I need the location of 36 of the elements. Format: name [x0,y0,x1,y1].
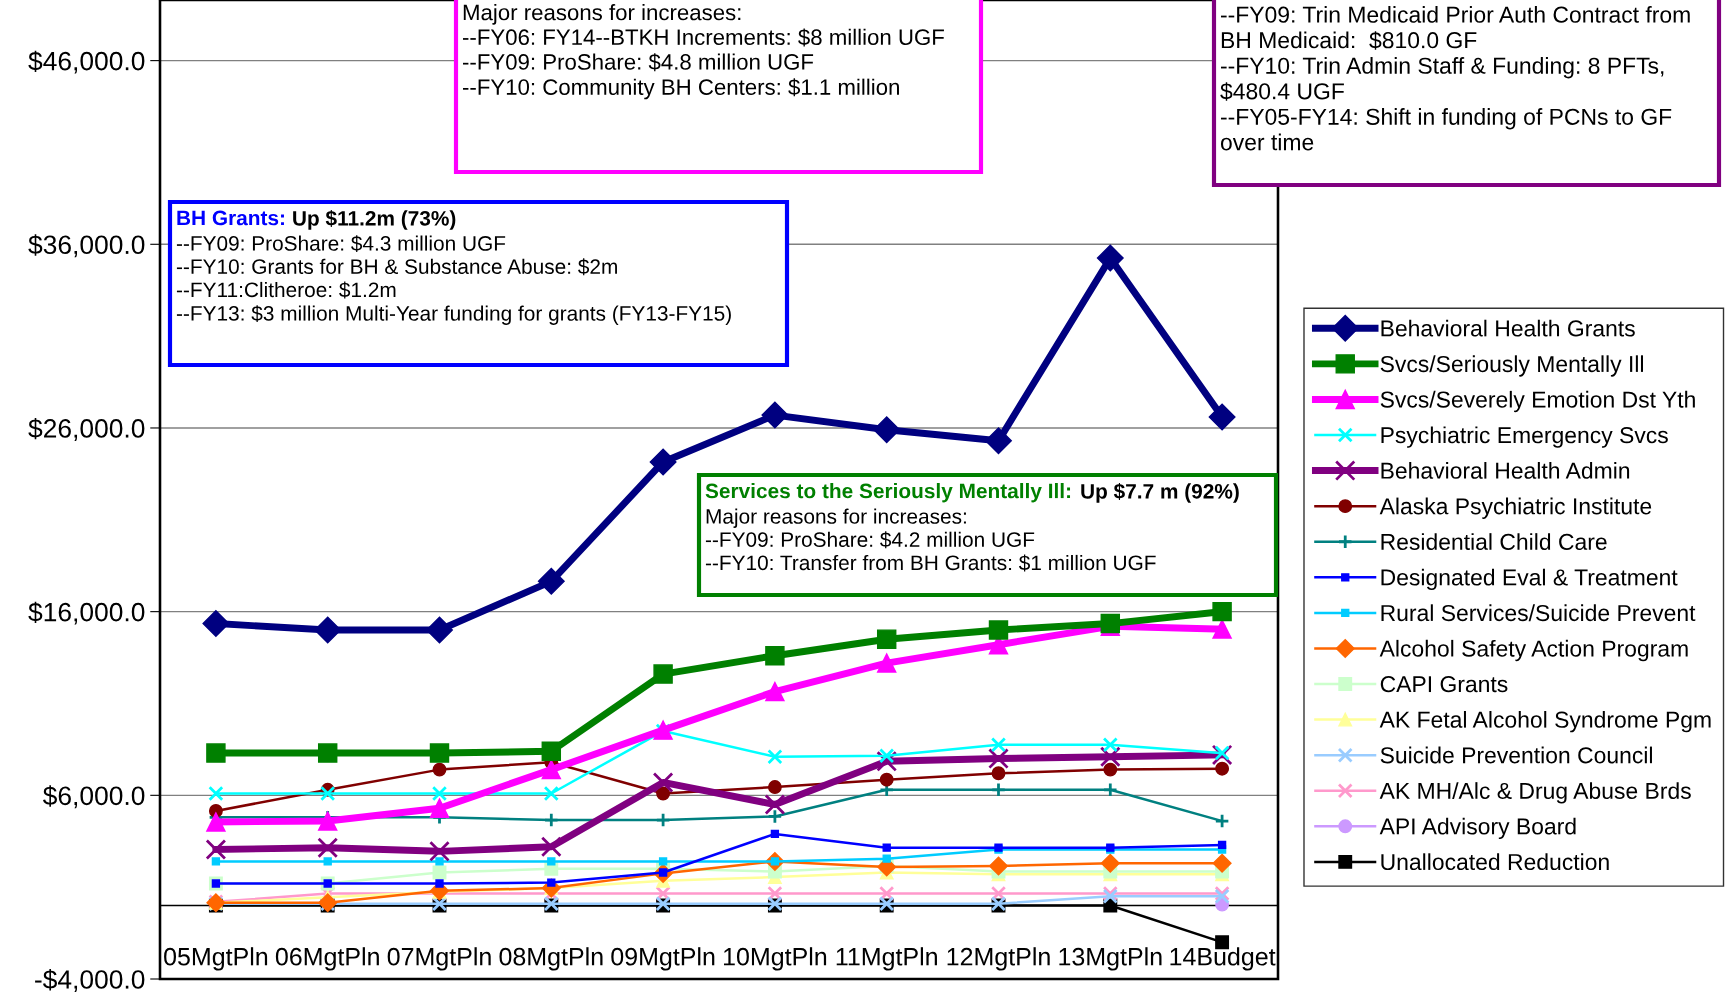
legend-label: Residential Child Care [1381,533,1607,550]
x-tick-label: 08MgtPln [499,947,603,971]
y-tick-label: $16,000.0 [28,601,145,625]
annotation: --FY09: Trin Medicaid Prior Auth Contract from BH Medicaid: $810.0 GF --FY10: Trin Admin Staff & Funding: 8 PFTs, $480.4 UGF --FY05-FY14: Shift in funding of PCNs to GF over time [1220,6,1690,151]
legend-label: Svcs/Severely Emotion Dst Yth [1380,390,1695,413]
x-tick-label: 05MgtPln [164,947,268,971]
x-tick-label: 09MgtPln [611,947,715,971]
y-tick-label: $46,000.0 [28,50,145,74]
x-tick-label: 13MgtPln [1059,947,1162,971]
x-tick-label: 12MgtPln [947,947,1050,971]
x-tick-label: 10MgtPln [724,947,827,971]
legend-label: Alaska Psychiatric Institute [1379,497,1652,519]
x-tick-label: 14Budget [1170,947,1276,971]
legend-label: Designated Eval & Treatment [1381,568,1678,591]
y-tick-label: $36,000.0 [28,234,145,258]
legend-label: Svcs/Seriously Mentally Ill [1380,355,1643,377]
text: Services to the Seriously Mentally Ill: Up $7.7 m (92%) Major reasons for increases: --FY09: ProShare: $4.2 million UGF --FY10: Transfer from BH Grants: $1 million UGF [705,483,1239,572]
legend-label: API Advisory Board [1379,817,1576,840]
x-tick-label: 06MgtPln [275,947,379,971]
legend-label: Unallocated Reduction [1381,853,1609,871]
y-tick-label: $6,000.0 [42,785,145,809]
legend-label: Rural Services/Suicide Prevent [1381,604,1696,622]
y-tick-label: $26,000.0 [28,417,145,441]
legend-label: CAPI Grants [1380,676,1508,693]
legend-label: Suicide Prevention Council [1380,746,1652,764]
legend-label: Behavioral Health Grants [1381,319,1635,337]
y-tick-label: -$4,000.0 [35,969,145,992]
legend-label: AK MH/Alc & Drug Abuse Brds [1379,782,1691,804]
legend-label: AK Fetal Alcohol Syndrome Pgm [1379,711,1711,733]
x-tick-label: 07MgtPln [387,947,491,971]
legend-label: Alcohol Safety Action Program [1379,639,1688,662]
annotation: BH Grants: Up $11.2m (73%) --FY09: ProShare: $4.3 million UGF --FY10: Grants for BH & Substance Abuse: $2m --FY11:Clitheroe: $1.2m --FY13: $3 million Multi-Year funding for grants (FY13-FY15) [176,210,731,325]
annotation: Major reasons for increases: --FY06: FY14--BTKH Increments: $8 million UGF --FY09: ProShare: $4.8 million UGF --FY10: Community BH Centers: $1.1 million [462,4,944,100]
x-tick-label: 11MgtPln [836,947,937,971]
legend-label: Psychiatric Emergency Svcs [1381,426,1668,448]
legend-label: Behavioral Health Admin [1381,462,1630,479]
